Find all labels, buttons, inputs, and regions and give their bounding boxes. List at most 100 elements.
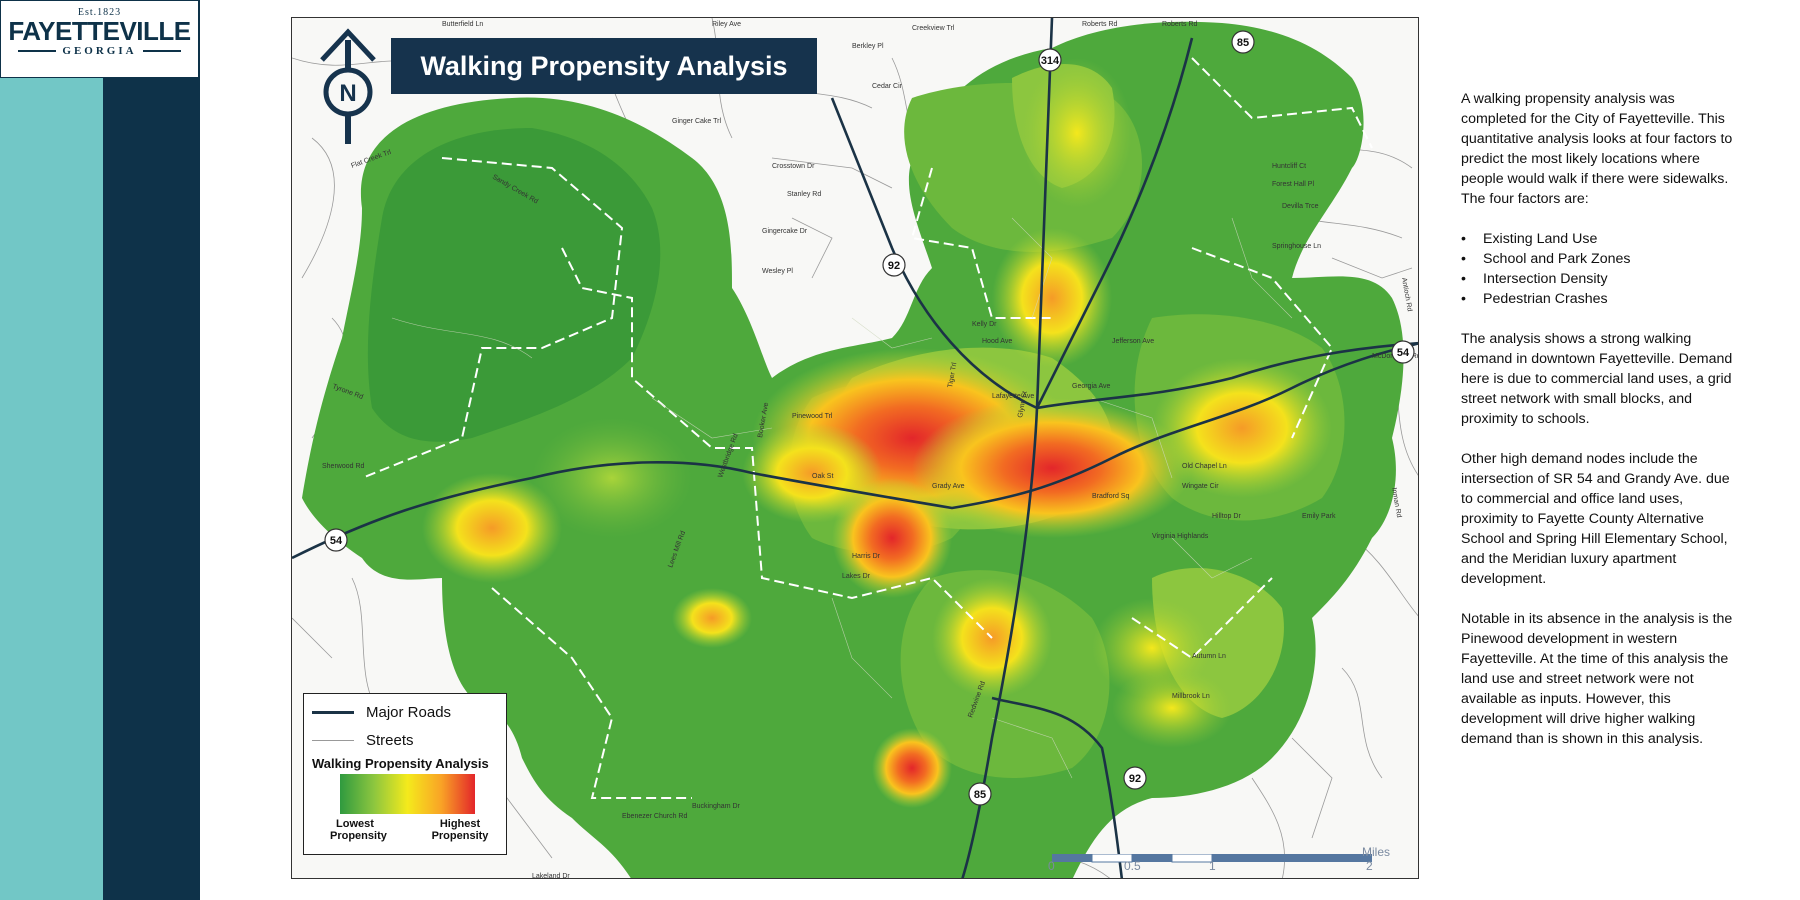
route-shield-54-east: 54 bbox=[1391, 340, 1415, 364]
legend-ramp-title: Walking Propensity Analysis bbox=[312, 756, 489, 771]
street-label: Lakes Dr bbox=[842, 573, 871, 580]
street-label: Tiger Trl bbox=[947, 362, 958, 389]
logo-city-name: FAYETTEVILLE bbox=[8, 16, 191, 46]
factor-item: Existing Land Use bbox=[1461, 229, 1735, 249]
street-label: Jefferson Ave bbox=[1112, 338, 1154, 345]
logo-established: Est.1823 bbox=[77, 7, 122, 18]
street-label: Forest Hall Pl bbox=[1272, 181, 1314, 188]
left-accent-stripe-light bbox=[0, 0, 103, 900]
legend-major-roads-label: Major Roads bbox=[366, 704, 452, 721]
fayetteville-logo: Est.1823 FAYETTEVILLE GEORGIA bbox=[0, 0, 199, 78]
legend-highest-label: Highest Propensity bbox=[431, 818, 489, 842]
legend-streets: Streets bbox=[312, 732, 414, 749]
street-label: Buckingham Dr bbox=[692, 803, 741, 810]
street-label: Grady Ave bbox=[932, 483, 965, 490]
svg-text:54: 54 bbox=[1397, 347, 1410, 359]
description-other-nodes: Other high demand nodes include the inte… bbox=[1461, 451, 1730, 587]
route-shield-92-south: 92 bbox=[1123, 766, 1147, 790]
local-streets bbox=[391, 217, 1293, 779]
scale-bar-graphic bbox=[1052, 853, 1372, 863]
street-label: Butterfield Ln bbox=[442, 21, 483, 28]
legend-lowest-label: Lowest Propensity bbox=[330, 818, 387, 842]
street-label: Devilla Trce bbox=[1282, 203, 1319, 210]
legend-major-roads-swatch bbox=[312, 711, 354, 714]
description-downtown: The analysis shows a strong walking dema… bbox=[1461, 331, 1733, 427]
street-label: Harris Dr bbox=[852, 553, 881, 560]
street-label: Crosstown Dr bbox=[772, 163, 815, 170]
city-limits bbox=[361, 57, 1373, 799]
factor-item: School and Park Zones bbox=[1461, 249, 1735, 269]
street-label: Oak St bbox=[812, 473, 833, 480]
logo-rule-left bbox=[18, 50, 57, 52]
street-label: Berkley Pl bbox=[852, 43, 884, 50]
route-shield-314: 314 bbox=[1038, 48, 1062, 72]
svg-text:85: 85 bbox=[1237, 37, 1249, 49]
factor-list: Existing Land Use School and Park Zones … bbox=[1461, 229, 1735, 309]
street-label: Emily Park bbox=[1302, 513, 1336, 520]
north-arrow-icon: N bbox=[320, 28, 376, 144]
route-shield-85-south: 85 bbox=[968, 782, 992, 806]
description-pinewood: Notable in its absence in the analysis i… bbox=[1461, 611, 1733, 747]
route-shield-54-west: 54 bbox=[324, 528, 348, 552]
street-label: Old Chapel Ln bbox=[1182, 463, 1227, 470]
street-label: Kelly Dr bbox=[972, 321, 997, 328]
street-label: Roberts Rd bbox=[1082, 21, 1118, 28]
logo-state-row: GEORGIA bbox=[1, 45, 198, 57]
description-intro: A walking propensity analysis was comple… bbox=[1461, 91, 1733, 207]
svg-text:92: 92 bbox=[888, 260, 900, 272]
street-label: Wingate Cir bbox=[1182, 483, 1219, 490]
factor-item: Intersection Density bbox=[1461, 269, 1735, 289]
street-label: Glynn St bbox=[1017, 391, 1029, 419]
street-label: Stanley Rd bbox=[787, 191, 821, 198]
svg-text:92: 92 bbox=[1129, 773, 1141, 785]
map-canvas: Butterfield Ln Riley Ave Creekview Trl Robe… bbox=[292, 18, 1418, 879]
street-label: Lafayette Ave bbox=[992, 393, 1034, 400]
scale-tick-1: 1 bbox=[1209, 859, 1216, 873]
scale-bar: Miles 0 0.5 1 2 bbox=[1048, 845, 1390, 873]
street-label: Cedar Cir bbox=[872, 83, 903, 90]
street-label: Creekview Trl bbox=[912, 25, 955, 32]
analysis-description: A walking propensity analysis was comple… bbox=[1461, 89, 1735, 769]
street-label: Ebenezer Church Rd bbox=[622, 813, 687, 820]
street-label: Virginia Highlands bbox=[1152, 533, 1209, 540]
legend-streets-swatch bbox=[312, 740, 354, 741]
street-label: Millbrook Ln bbox=[1172, 693, 1210, 700]
street-label: Hood Ave bbox=[982, 338, 1012, 345]
walking-propensity-map: Butterfield Ln Riley Ave Creekview Trl Robe… bbox=[291, 17, 1419, 879]
logo-rule-right bbox=[142, 50, 181, 52]
map-legend: Major Roads Streets Walking Propensity A… bbox=[303, 693, 507, 855]
street-label: Springhouse Ln bbox=[1272, 243, 1321, 250]
factor-item: Pedestrian Crashes bbox=[1461, 289, 1735, 309]
scale-tick-0: 0 bbox=[1048, 859, 1055, 873]
legend-streets-label: Streets bbox=[366, 732, 414, 749]
street-label: Bradford Sq bbox=[1092, 493, 1129, 500]
scale-tick-0-5: 0.5 bbox=[1124, 859, 1141, 873]
legend-color-ramp bbox=[340, 774, 475, 814]
scale-tick-2: 2 bbox=[1366, 859, 1373, 873]
route-shield-92-west: 92 bbox=[882, 253, 906, 277]
street-label: Ginger Cake Trl bbox=[672, 118, 721, 125]
logo-state: GEORGIA bbox=[62, 45, 137, 57]
street-label: Hilltop Dr bbox=[1212, 513, 1241, 520]
left-accent-stripe-dark bbox=[103, 0, 200, 900]
street-label: Inman Rd bbox=[1390, 487, 1402, 518]
legend-major-roads: Major Roads bbox=[312, 704, 451, 721]
street-label: Riley Ave bbox=[712, 21, 741, 28]
street-label: Wesley Pl bbox=[762, 268, 793, 275]
street-label: Autumn Ln bbox=[1192, 653, 1226, 660]
svg-text:85: 85 bbox=[974, 789, 986, 801]
svg-text:314: 314 bbox=[1041, 55, 1060, 67]
scale-unit: Miles bbox=[1362, 845, 1391, 859]
propensity-surface bbox=[302, 21, 1404, 878]
svg-text:N: N bbox=[339, 80, 356, 107]
street-label: Roberts Rd bbox=[1162, 21, 1198, 28]
street-label: Gingercake Dr bbox=[762, 228, 808, 235]
street-label: Lakeland Dr bbox=[532, 873, 570, 879]
street-label: Huntcliff Ct bbox=[1272, 163, 1306, 170]
street-label: Pinewood Trl bbox=[792, 413, 833, 420]
svg-text:54: 54 bbox=[330, 535, 343, 547]
street-label: Sherwood Rd bbox=[322, 463, 365, 470]
route-shield-85-north: 85 bbox=[1231, 30, 1255, 54]
street-label: Georgia Ave bbox=[1072, 383, 1111, 390]
street-label: Antioch Rd bbox=[1400, 277, 1413, 312]
